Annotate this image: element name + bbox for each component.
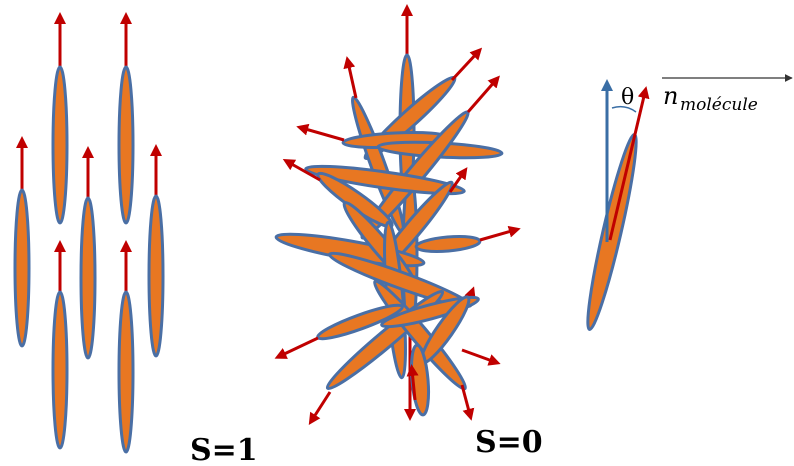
molecule-ordered-5 bbox=[147, 144, 165, 358]
molecule-director-arrow bbox=[608, 86, 650, 241]
molecule-disordered-19 bbox=[274, 303, 404, 359]
angle-label: θ bbox=[621, 85, 634, 110]
disordered-phase: S=0 bbox=[274, 3, 543, 460]
single-molecule-angle: θ n molécule bbox=[586, 74, 793, 331]
molecule-ordered-2 bbox=[117, 11, 135, 225]
molecule-ordered-3 bbox=[13, 136, 31, 348]
molecule-disordered-8 bbox=[304, 164, 466, 196]
molecule-ordered-1 bbox=[51, 11, 69, 225]
angle-arc bbox=[611, 105, 637, 113]
molecule-disordered-20 bbox=[419, 295, 501, 366]
molecule-ordered-7 bbox=[117, 240, 135, 454]
molecule-disordered-12 bbox=[414, 225, 521, 254]
molecule-ordered-6 bbox=[51, 240, 69, 450]
molecule-ordered-4 bbox=[79, 146, 97, 360]
label-disordered: S=0 bbox=[475, 425, 543, 460]
ordered-phase: S=1 bbox=[13, 11, 258, 466]
vector-label-main: n bbox=[663, 82, 678, 110]
molecule-disordered-21 bbox=[406, 343, 431, 417]
label-ordered: S=1 bbox=[190, 433, 258, 466]
vector-label-sub: molécule bbox=[680, 95, 758, 115]
